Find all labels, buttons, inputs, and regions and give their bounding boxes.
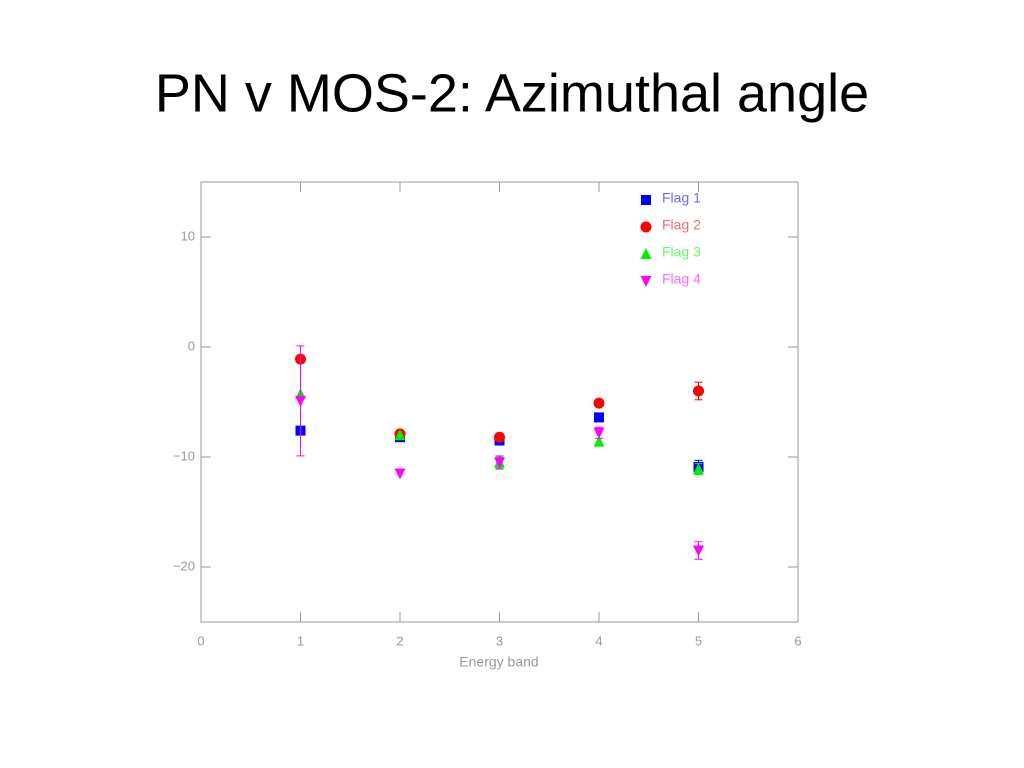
y-tick-label: 0: [188, 338, 195, 353]
legend-label: Flag 2: [662, 217, 701, 233]
x-tick-label: 3: [496, 633, 503, 648]
point: [693, 385, 704, 397]
point: [494, 457, 505, 469]
x-axis-label: Energy band: [459, 654, 538, 670]
legend-label: Flag 1: [662, 190, 701, 206]
point: [494, 431, 505, 443]
y-tick-label: −20: [173, 558, 195, 573]
slide-title: PN v MOS-2: Azimuthal angle: [155, 63, 869, 123]
legend-marker: [640, 221, 652, 233]
point: [593, 427, 605, 439]
point: [693, 463, 704, 475]
legend-marker: [640, 276, 652, 287]
y-tick-label: −10: [173, 448, 195, 463]
point: [594, 412, 604, 423]
x-tick-label: 4: [595, 633, 602, 648]
legend-label: Flag 3: [662, 244, 701, 260]
x-tick-label: 2: [396, 633, 403, 648]
legend-marker: [640, 248, 652, 259]
legend-marker: [641, 195, 651, 205]
point: [394, 429, 406, 440]
x-tick-label: 1: [297, 633, 304, 648]
plot-frame: [200, 181, 799, 623]
point: [295, 395, 306, 407]
point: [693, 545, 704, 557]
x-tick-label: 0: [197, 633, 204, 648]
y-tick-label: 10: [181, 228, 195, 243]
legend-label: Flag 4: [662, 271, 701, 287]
point: [593, 435, 605, 447]
point: [593, 397, 605, 409]
point: [394, 468, 406, 480]
x-tick-label: 5: [695, 633, 702, 648]
x-tick-label: 6: [794, 633, 801, 648]
